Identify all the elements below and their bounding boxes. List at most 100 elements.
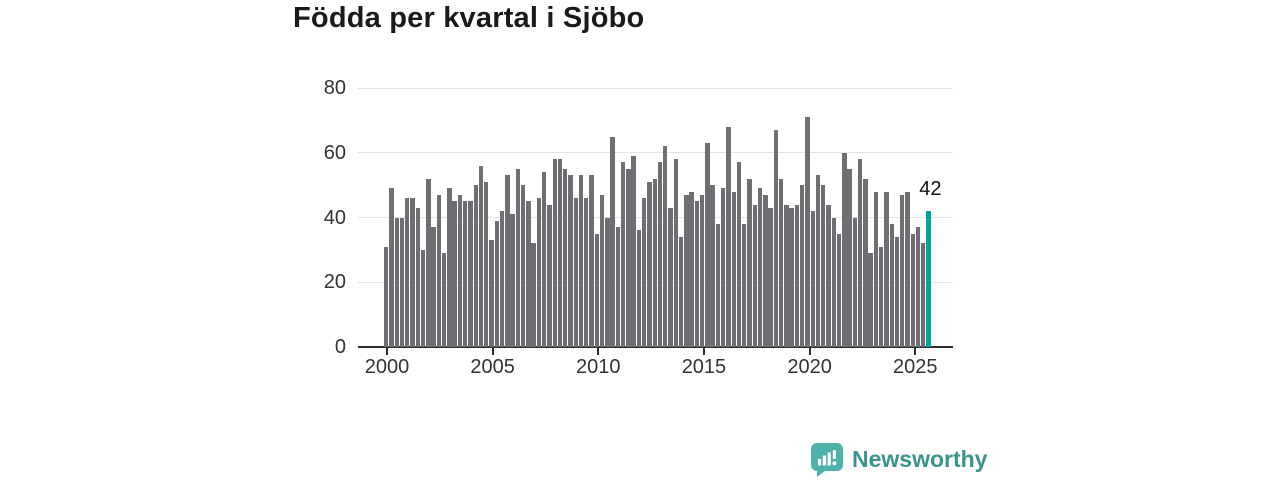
bar-quarter	[763, 194, 768, 347]
bar-quarter	[663, 146, 668, 347]
bar-quarter	[541, 172, 547, 347]
bar-quarter	[694, 201, 700, 347]
bar-quarter	[668, 207, 673, 347]
bar-quarter	[462, 201, 468, 347]
bar-quarter	[915, 227, 921, 347]
highlighted-bar-latest-quarter	[926, 211, 931, 347]
bar-quarter	[441, 253, 447, 347]
bar-quarter	[384, 246, 389, 347]
bar-quarter	[447, 188, 452, 347]
bar-quarter	[631, 156, 636, 347]
bar-quarter	[568, 175, 573, 347]
bar-quarter	[699, 194, 705, 347]
x-axis-tick-label: 2010	[576, 356, 621, 378]
newsworthy-branding: Newsworthy	[810, 442, 987, 477]
bar-quarter	[394, 217, 399, 347]
x-axis-tick-label: 2005	[470, 356, 515, 378]
bar-quarter	[520, 185, 526, 347]
bar-quarter	[847, 168, 852, 347]
x-axis-tick-label: 2025	[893, 356, 938, 378]
bar-quarter	[610, 136, 615, 347]
bar-quarter	[736, 162, 742, 347]
bar-quarter	[742, 223, 747, 347]
bar-quarter	[836, 233, 842, 347]
bar-quarter	[652, 178, 657, 347]
bar-quarter	[399, 217, 405, 347]
y-axis-tick-label: 80	[323, 77, 346, 99]
bar-quarter	[794, 204, 800, 347]
bar-quarter	[620, 162, 626, 347]
bar-quarter	[678, 236, 684, 347]
y-axis-tick-label: 60	[323, 141, 346, 164]
bar-quarter	[894, 236, 900, 347]
bar-quarter	[689, 191, 694, 347]
bar-quarter	[831, 217, 836, 347]
bar-quarter	[536, 198, 542, 347]
bar-quarter	[768, 207, 773, 347]
bar-quarter	[773, 130, 779, 347]
bar-quarter	[510, 214, 515, 347]
bar-quarter	[921, 243, 926, 347]
bar-quarter	[726, 126, 731, 347]
bar-quarter	[584, 198, 589, 347]
bar-quarter	[863, 178, 868, 347]
x-axis-tick	[386, 348, 388, 355]
bar-quarter	[715, 223, 721, 347]
newsworthy-speech-bubble-chart-icon	[811, 443, 843, 477]
bar-quarter	[573, 198, 578, 347]
bar-quarter	[826, 204, 831, 347]
bar-quarter	[557, 159, 563, 347]
bar-quarter	[805, 117, 810, 347]
bar-quarter	[578, 175, 584, 347]
x-axis-tick	[808, 348, 811, 355]
bar-quarter	[821, 185, 826, 347]
bar-quarter	[505, 175, 510, 347]
bar-quarter	[531, 243, 536, 347]
bar-quarter	[426, 178, 431, 347]
bar-quarter	[526, 201, 531, 347]
bar-quarter	[752, 204, 757, 347]
bar-quarter	[710, 185, 715, 347]
bar-quarter	[589, 175, 594, 347]
bar-quarter	[599, 194, 605, 347]
bar-quarter	[852, 217, 858, 347]
bar-quarter	[910, 233, 915, 347]
x-axis-tick-label: 2015	[681, 356, 727, 378]
bar-quarter	[905, 191, 910, 347]
bar-quarter	[594, 233, 600, 347]
bar-quarter	[494, 220, 499, 347]
bar-quarter	[842, 152, 847, 347]
x-axis-tick-label: 2020	[787, 356, 832, 378]
bar-quarter	[721, 188, 726, 347]
bar-quarter	[547, 204, 552, 347]
bar-quarter	[900, 194, 905, 347]
bar-quarter	[552, 159, 557, 347]
gridline-y60	[358, 152, 953, 154]
bar-quarter	[873, 191, 879, 347]
bar-series	[384, 88, 932, 347]
gridline-y80	[358, 87, 953, 89]
bar-quarter	[778, 178, 784, 347]
bar-quarter	[684, 194, 689, 347]
x-axis-tick	[597, 348, 600, 355]
bar-quarter	[468, 201, 473, 347]
bar-quarter	[884, 191, 889, 347]
bar-quarter	[757, 188, 763, 347]
bar-quarter	[815, 175, 821, 347]
bar-quarter	[405, 198, 410, 347]
bar-quarter	[415, 207, 420, 347]
x-axis-tick	[491, 348, 494, 355]
y-axis-tick-label: 0	[334, 336, 346, 358]
bar-quarter	[657, 162, 663, 347]
x-axis-tick	[702, 348, 705, 355]
y-axis-tick-label: 40	[323, 206, 346, 229]
x-axis-tick	[914, 348, 917, 355]
bar-quarter	[457, 194, 463, 347]
x-axis-tick-label: 2000	[364, 356, 410, 378]
bar-quarter	[747, 178, 752, 347]
bar-quarter	[878, 246, 884, 347]
bar-quarter	[515, 168, 521, 347]
bar-quarter	[889, 223, 894, 347]
bar-quarter	[868, 253, 873, 347]
